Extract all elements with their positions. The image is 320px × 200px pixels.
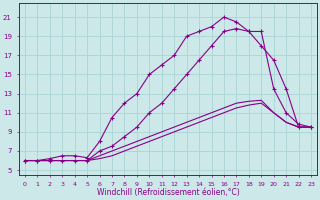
X-axis label: Windchill (Refroidissement éolien,°C): Windchill (Refroidissement éolien,°C): [97, 188, 239, 197]
